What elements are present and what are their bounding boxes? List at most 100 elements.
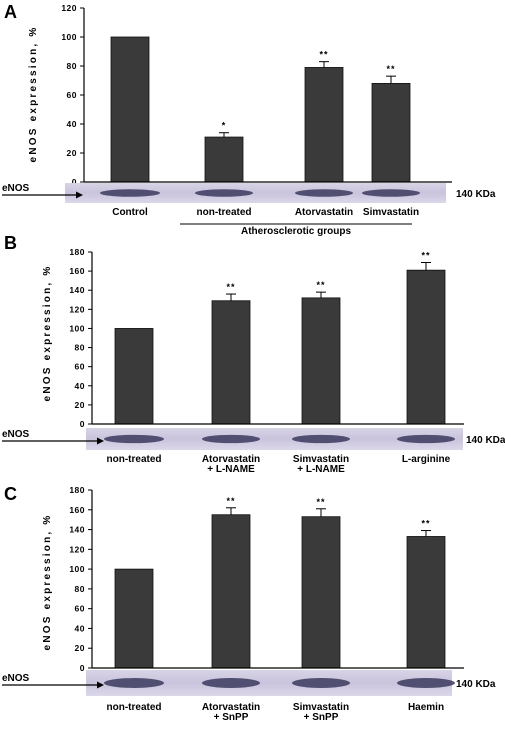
blot-band xyxy=(397,434,455,444)
blot-band xyxy=(295,189,353,197)
bar xyxy=(211,514,251,669)
bar xyxy=(204,136,244,183)
y-tick-label: 60 xyxy=(67,90,77,100)
significance-marker: ** xyxy=(316,280,325,290)
category-label: Control xyxy=(112,207,148,218)
blot-arrow-head xyxy=(97,437,104,445)
y-tick-label: 60 xyxy=(75,604,85,614)
panel-b-blot: eNOS 140 KDa xyxy=(2,428,505,450)
y-tick-label: 80 xyxy=(75,343,85,353)
y-tick-label: 100 xyxy=(61,32,77,42)
y-tick-label: 100 xyxy=(69,564,85,574)
blot-arrow-head xyxy=(97,681,104,689)
y-tick-label: 0 xyxy=(80,663,85,673)
blot-label: eNOS xyxy=(2,183,30,194)
category-label: non-treated xyxy=(197,207,252,218)
bar xyxy=(114,328,154,425)
panel-c: C eNOS expression, % 0 20 40 60 80 100 120 140 1… xyxy=(2,484,496,723)
blot-strip xyxy=(86,428,463,450)
blot-band xyxy=(292,434,350,444)
category-label: Atorvastatin xyxy=(202,702,260,713)
kda-label: 140 KDa xyxy=(456,679,496,690)
y-tick-label: 40 xyxy=(75,623,85,633)
blot-arrow-head xyxy=(76,191,83,199)
panel-c-axes xyxy=(91,490,464,669)
bar xyxy=(304,67,344,183)
bar xyxy=(211,300,251,425)
significance-marker: ** xyxy=(316,497,325,507)
bar xyxy=(301,516,341,669)
category-label: Atorvastatin xyxy=(202,454,260,465)
panel-a-y-axis-label: eNOS expression, % xyxy=(28,26,39,163)
bar xyxy=(114,568,154,669)
blot-band xyxy=(202,434,260,444)
blot-band xyxy=(292,678,350,688)
kda-label: 140 KDa xyxy=(466,435,505,446)
category-label: Haemin xyxy=(408,702,444,713)
bar xyxy=(371,83,411,183)
y-tick-label: 160 xyxy=(69,266,85,276)
panel-b-letter: B xyxy=(4,233,17,253)
y-tick-label: 100 xyxy=(69,323,85,333)
blot-band xyxy=(100,189,160,197)
y-tick-label: 120 xyxy=(69,304,85,314)
panel-b-axes xyxy=(91,252,464,425)
y-tick-label: 80 xyxy=(67,61,77,71)
y-tick-label: 120 xyxy=(69,544,85,554)
panel-c-y-ticks: 0 20 40 60 80 100 120 140 160 180 xyxy=(69,485,92,673)
bar xyxy=(406,536,446,669)
y-tick-label: 40 xyxy=(75,381,85,391)
bar xyxy=(110,36,150,183)
blot-band xyxy=(397,678,455,688)
category-label: + SnPP xyxy=(214,712,249,723)
bar xyxy=(301,297,341,425)
blot-label: eNOS xyxy=(2,429,30,440)
y-tick-label: 80 xyxy=(75,584,85,594)
blot-label: eNOS xyxy=(2,673,30,684)
panel-a-categories: Control non-treated Atorvastatin Simvastati… xyxy=(112,207,419,218)
y-tick-label: 40 xyxy=(67,119,77,129)
category-label: + L-NAME xyxy=(297,464,345,475)
panel-b-y-axis-label: eNOS expression, % xyxy=(42,265,53,402)
category-label: Atorvastatin xyxy=(295,207,353,218)
category-label: Simvastatin xyxy=(363,207,419,218)
panel-a-group-label: Atherosclerotic groups xyxy=(241,226,351,237)
panel-c-y-axis-label: eNOS expression, % xyxy=(42,514,53,651)
significance-marker: ** xyxy=(421,519,430,529)
bar xyxy=(406,269,446,425)
category-label: non-treated xyxy=(107,702,162,713)
significance-marker: ** xyxy=(386,64,395,74)
panel-b-bars: ** ** ** xyxy=(114,251,446,425)
significance-marker: ** xyxy=(226,496,235,506)
panel-a-y-ticks: 0 20 40 60 80 100 120 xyxy=(61,3,84,187)
blot-strip xyxy=(65,183,446,203)
y-tick-label: 180 xyxy=(69,485,85,495)
category-label: + L-NAME xyxy=(207,464,255,475)
blot-band xyxy=(362,189,420,197)
y-tick-label: 20 xyxy=(75,400,85,410)
y-tick-label: 140 xyxy=(69,285,85,295)
y-tick-label: 20 xyxy=(67,148,77,158)
panel-a-blot: eNOS 140 KDa xyxy=(2,183,496,203)
panel-a-letter: A xyxy=(4,2,17,22)
category-label: + SnPP xyxy=(304,712,339,723)
significance-marker: * xyxy=(222,121,227,131)
significance-marker: ** xyxy=(421,251,430,261)
blot-band xyxy=(195,189,253,197)
panel-b-categories: non-treated Atorvastatin+ L-NAMESimvastat… xyxy=(107,454,451,475)
blot-band xyxy=(104,678,164,688)
y-tick-label: 180 xyxy=(69,247,85,257)
category-label: non-treated xyxy=(107,454,162,465)
significance-marker: ** xyxy=(226,282,235,292)
panel-c-blot: eNOS 140 KDa xyxy=(2,670,496,696)
blot-band xyxy=(202,678,260,688)
y-tick-label: 120 xyxy=(61,3,77,13)
panel-b: B eNOS expression, % 0 20 40 60 80 100 120 140 1… xyxy=(2,233,505,475)
y-tick-label: 160 xyxy=(69,505,85,515)
panel-c-bars: ** ** ** xyxy=(114,496,446,669)
category-label: Simvastatin xyxy=(293,702,349,713)
panel-c-letter: C xyxy=(4,484,17,504)
y-tick-label: 20 xyxy=(75,643,85,653)
